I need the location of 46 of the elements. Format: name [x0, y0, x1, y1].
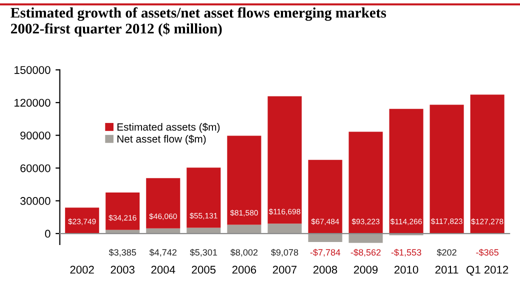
data-label: $9,078	[270, 248, 298, 257]
data-label: -$365	[476, 248, 498, 256]
bar	[308, 160, 342, 234]
bar	[106, 192, 140, 230]
bar	[227, 224, 262, 234]
data-label: $5,301	[190, 248, 218, 257]
bar	[268, 224, 302, 234]
y-tick-label: 30000	[20, 197, 50, 205]
x-tick-label: 2010	[394, 266, 418, 274]
y-tick-label: 60000	[20, 164, 50, 172]
x-tick-label: 2006	[232, 266, 256, 274]
data-label: -$8,562	[350, 248, 381, 257]
bar	[65, 208, 100, 234]
x-tick-label: 2002	[70, 266, 94, 274]
bar	[470, 94, 504, 234]
chart-title: Estimated growth of assets/net asset flows emerging markets 2002-first quarter 2012 ($ million)	[10, 7, 386, 37]
x-tick-label: 2007	[272, 266, 296, 274]
x-tick-label: 2005	[192, 266, 216, 274]
x-tick-label: Q1 2012	[466, 266, 508, 276]
bar	[348, 132, 383, 234]
bar	[268, 96, 302, 224]
y-tick-label: 150000	[14, 66, 50, 74]
data-label: $202	[436, 248, 456, 256]
data-label: -$7,784	[310, 248, 340, 257]
data-label: $8,002	[230, 248, 258, 257]
y-tick-label: 90000	[20, 132, 50, 140]
data-label: $3,385	[108, 248, 136, 257]
legend-label: Estimated assets ($m)	[117, 122, 220, 133]
data-label: -$1,553	[391, 248, 422, 257]
x-tick-label: 2009	[354, 266, 378, 274]
x-tick-label: 2008	[313, 266, 338, 274]
data-label: $4,742	[149, 248, 176, 257]
bar	[308, 234, 342, 242]
x-tick-label: 2003	[110, 266, 134, 274]
bar	[146, 178, 180, 228]
bar	[430, 104, 464, 234]
x-tick-label: 2011	[435, 266, 458, 274]
y-tick-label: 120000	[14, 98, 50, 107]
x-tick-label: 2004	[151, 266, 176, 274]
bar	[227, 136, 262, 225]
bar	[186, 168, 221, 228]
legend-label: Net asset flow ($m)	[117, 134, 206, 145]
bar	[348, 234, 383, 243]
bar	[389, 108, 424, 234]
y-tick-label: 0	[45, 230, 50, 238]
bar	[186, 228, 221, 234]
